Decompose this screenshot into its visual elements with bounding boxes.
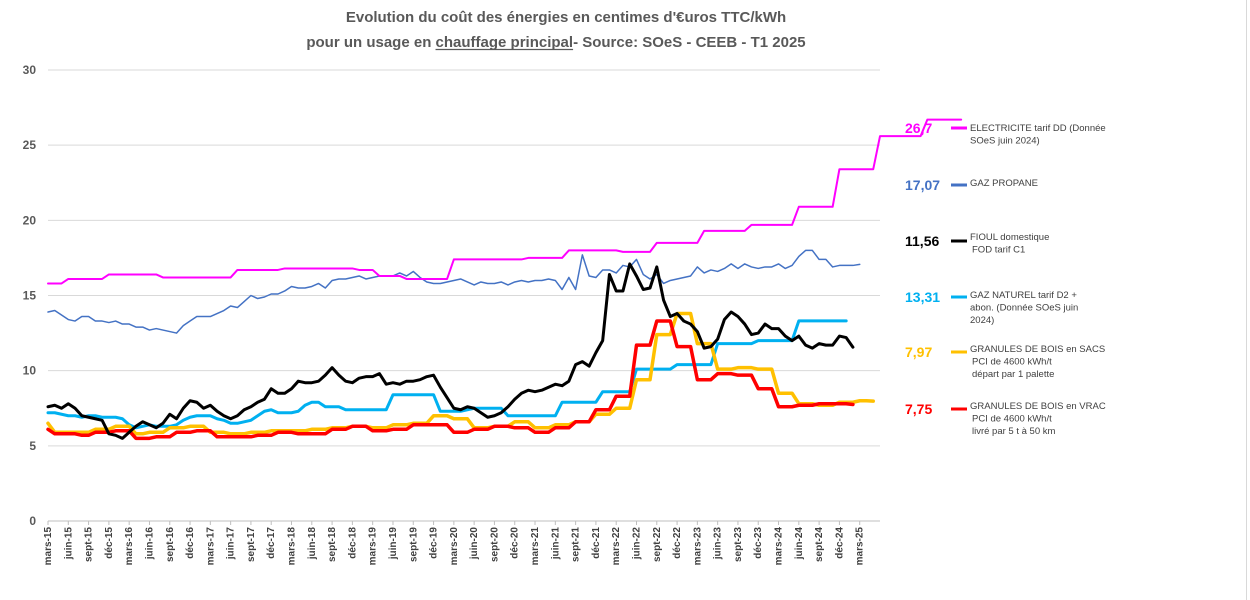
x-tick-label: déc-19 — [429, 527, 440, 559]
legend-entry-0: 26,7 ELECTRICITE tarif DD (Donnée SOeS jui… — [905, 120, 1106, 147]
x-tick-label: déc-15 — [104, 527, 115, 559]
x-tick-label: mars-24 — [774, 527, 785, 566]
x-tick-label: sept-17 — [246, 527, 257, 562]
x-tick-label: mars-16 — [124, 527, 135, 566]
y-tick-label: 5 — [29, 439, 36, 453]
legend-final-value: 17,07 — [905, 177, 940, 193]
x-tick-label: juin-19 — [388, 527, 399, 561]
x-tick-label: juin-22 — [631, 527, 642, 561]
x-tick-label: mars-25 — [855, 527, 866, 566]
legend-final-value: 26,7 — [905, 120, 932, 136]
legend-entry-4: 7,97 GRANULES DE BOIS en SACS PCI de 4600 … — [905, 344, 1105, 380]
x-tick-label: déc-20 — [510, 527, 521, 559]
legend-entry-1: 17,07 GAZ PROPANE — [905, 177, 1038, 193]
x-tick-label: mars-22 — [611, 527, 622, 566]
x-tick-label: sept-18 — [327, 527, 338, 562]
legend-final-value: 7,97 — [905, 344, 932, 360]
x-tick-label: sept-23 — [733, 527, 744, 562]
chart-title: Evolution du coût des énergies en centim… — [306, 9, 805, 51]
x-tick-label: mars-20 — [449, 527, 460, 566]
series-line-1 — [47, 249, 861, 334]
y-tick-label: 15 — [23, 289, 37, 303]
x-tick-label: mars-15 — [43, 527, 54, 566]
legend-entry-5: 7,75 GRANULES DE BOIS en VRAC PCI de 4600 … — [905, 401, 1106, 437]
title-line-2-underlined: chauffage principal — [436, 34, 574, 51]
legend-final-value: 11,56 — [905, 233, 939, 249]
legend-label-line: ELECTRICITE tarif DD (Donnée — [970, 123, 1106, 134]
legend-final-value: 13,31 — [905, 289, 940, 305]
x-tick-label: juin-24 — [794, 527, 805, 561]
x-tick-label: sept-24 — [814, 527, 825, 562]
x-tick-label: déc-17 — [266, 527, 277, 559]
x-tick-label: sept-22 — [652, 527, 663, 562]
series-line-0 — [47, 118, 963, 285]
x-tick-label: mars-19 — [368, 527, 379, 566]
y-tick-label: 0 — [29, 514, 36, 528]
x-tick-label: sept-16 — [165, 527, 176, 562]
legend-final-value: 7,75 — [905, 401, 932, 417]
y-axis-ticks: 0 5 10 15 20 25 30 — [23, 63, 37, 528]
frame-right-border — [1246, 0, 1247, 600]
legend-label-line: PCI de 4600 kWh/t — [972, 414, 1052, 425]
gridlines — [48, 69, 880, 522]
legend-label-line: GRANULES DE BOIS en VRAC — [970, 401, 1106, 412]
x-tick-label: mars-21 — [530, 527, 541, 566]
legend-label-line: GAZ PROPANE — [970, 178, 1038, 189]
y-tick-label: 25 — [23, 138, 37, 152]
legend-label-line: abon. (Donnée SOeS juin — [970, 303, 1078, 314]
chart-title-line-2: pour un usage en chauffage principal- So… — [306, 34, 805, 51]
x-tick-label: sept-20 — [489, 527, 500, 562]
legend-label-line: départ par 1 palette — [972, 369, 1054, 380]
x-tick-label: mars-17 — [205, 527, 216, 566]
legend-label-line: livré par 5 t à 50 km — [972, 426, 1056, 437]
y-tick-label: 20 — [23, 213, 37, 227]
x-tick-label: juin-16 — [144, 527, 155, 561]
x-tick-label: sept-19 — [408, 527, 419, 562]
x-tick-label: sept-15 — [84, 527, 95, 562]
y-tick-label: 30 — [23, 63, 37, 77]
x-tick-label: juin-15 — [63, 527, 74, 561]
x-tick-label: juin-23 — [713, 527, 724, 561]
legend-label-line: FOD tarif C1 — [972, 245, 1025, 256]
x-tick-label: déc-22 — [672, 527, 683, 559]
legend-label-line: GRANULES DE BOIS en SACS — [970, 344, 1105, 355]
legend: 26,7 ELECTRICITE tarif DD (Donnée SOeS jui… — [905, 120, 1106, 437]
x-tick-label: juin-18 — [307, 527, 318, 561]
legend-label-line: FIOUL domestique — [970, 232, 1049, 243]
title-line-2-end: - Source: SOeS - CEEB - T1 2025 — [573, 34, 806, 51]
x-tick-label: déc-18 — [347, 527, 358, 559]
legend-entry-3: 13,31 GAZ NATUREL tarif D2 + abon. (Donnée… — [905, 289, 1078, 326]
legend-label-line: SOeS juin 2024) — [970, 136, 1040, 147]
chart-title-line-1: Evolution du coût des énergies en centim… — [346, 9, 786, 26]
x-tick-label: déc-16 — [185, 527, 196, 559]
x-tick-label: sept-21 — [571, 527, 582, 562]
legend-label-line: 2024) — [970, 315, 994, 326]
x-tick-label: mars-23 — [692, 527, 703, 566]
x-tick-label: juin-21 — [550, 527, 561, 561]
legend-entry-2: 11,56 FIOUL domestique FOD tarif C1 — [905, 232, 1049, 256]
series-line-5 — [46, 319, 855, 441]
x-axis-ticks: mars-15 juin-15 sept-15 déc-15 mars-16 juin-1… — [43, 521, 866, 565]
series-line-2 — [46, 262, 855, 440]
legend-label-line: PCI de 4600 kWh/t — [972, 357, 1052, 368]
x-tick-label: déc-24 — [834, 527, 845, 559]
x-tick-label: juin-20 — [469, 527, 480, 561]
title-line-2-start: pour un usage en — [306, 34, 435, 51]
x-tick-label: juin-17 — [226, 527, 237, 561]
series-line-4 — [46, 311, 875, 436]
x-tick-label: déc-21 — [591, 527, 602, 559]
x-tick-label: mars-18 — [287, 527, 298, 566]
y-tick-label: 10 — [23, 364, 37, 378]
legend-label-line: GAZ NATUREL tarif D2 + — [970, 290, 1077, 301]
series-lines — [46, 118, 963, 441]
x-tick-label: déc-23 — [753, 527, 764, 559]
